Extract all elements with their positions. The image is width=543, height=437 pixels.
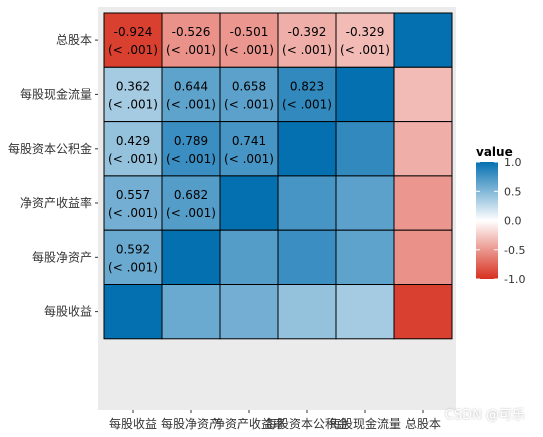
heatmap-cell xyxy=(277,121,337,177)
cell-pvalue-label: (< .001) xyxy=(108,43,158,57)
cell-pvalue-label: (< .001) xyxy=(166,152,216,166)
cell-value-label: 0.682 xyxy=(174,188,208,202)
heatmap-cell xyxy=(393,175,453,231)
heatmap-cell xyxy=(335,229,395,285)
x-tick-label: 每股收益 xyxy=(109,416,157,431)
heatmap-cell xyxy=(161,66,221,123)
y-tick-label: 总股本 xyxy=(56,33,92,47)
cell-value-label: -0.924 xyxy=(114,25,153,39)
cell-value-label: 0.789 xyxy=(174,134,208,148)
heatmap-cell xyxy=(219,229,279,285)
cell-value-label: 0.741 xyxy=(232,134,266,148)
heatmap-cell xyxy=(103,12,163,68)
heatmap-cell xyxy=(393,66,453,123)
x-tick-label: 每股现金流量 xyxy=(329,416,401,431)
cell-pvalue-label: (< .001) xyxy=(282,43,332,57)
cell-value-label: -0.501 xyxy=(230,25,269,39)
heatmap-cell xyxy=(335,175,395,231)
cell-value-label: -0.526 xyxy=(172,25,211,39)
heatmap-cell xyxy=(277,229,337,285)
cell-pvalue-label: (< .001) xyxy=(166,43,216,57)
cell-value-label: -0.329 xyxy=(346,25,385,39)
heatmap-cell xyxy=(335,66,395,123)
heatmap-cell-labels: -0.924 (< .001) -0.526 (< .001) -0.501 (< .00… xyxy=(108,25,390,274)
heatmap-cell xyxy=(335,12,395,68)
y-tick-label: 每股现金流量 xyxy=(20,86,92,101)
cell-pvalue-label: (< .001) xyxy=(224,43,274,57)
y-tick-label: 净资产收益率 xyxy=(20,195,92,210)
legend-tick-label: 0.5 xyxy=(504,185,522,198)
cell-value-label: 0.644 xyxy=(174,79,208,93)
heatmap-cell xyxy=(277,284,337,340)
heatmap-cell xyxy=(219,121,279,177)
cell-value-label: -0.392 xyxy=(288,25,327,39)
heatmap-cell xyxy=(103,66,163,123)
heatmap-cell xyxy=(219,284,279,340)
legend-tick-label: -0.5 xyxy=(504,244,525,257)
x-tick-label: 每股净资产 xyxy=(161,416,221,431)
cell-pvalue-label: (< .001) xyxy=(166,206,216,220)
color-legend: value 1.0 0.5 0.0 -0.5 -1.0 xyxy=(476,145,525,286)
x-tick-label: 总股本 xyxy=(405,417,441,431)
heatmap-cell xyxy=(103,229,163,285)
cell-value-label: 0.592 xyxy=(116,242,150,256)
heatmap-cell xyxy=(335,121,395,177)
y-tick-label: 每股收益 xyxy=(44,304,92,319)
legend-colorbar xyxy=(476,162,498,279)
heatmap-cell xyxy=(161,229,221,285)
cell-pvalue-label: (< .001) xyxy=(224,152,274,166)
x-tick-label: 每股资本公积金 xyxy=(265,416,349,431)
cell-pvalue-label: (< .001) xyxy=(224,97,274,111)
heatmap-cell xyxy=(161,284,221,340)
heatmap-cell xyxy=(277,175,337,231)
heatmap-cell xyxy=(219,66,279,123)
cell-pvalue-label: (< .001) xyxy=(340,43,390,57)
legend-tick-label: -1.0 xyxy=(504,273,525,286)
heatmap-cell xyxy=(393,229,453,285)
heatmap-cell xyxy=(277,12,337,68)
heatmap-cell xyxy=(103,284,163,340)
legend-tick-label: 0.0 xyxy=(504,215,522,228)
heatmap-cells xyxy=(103,12,453,340)
heatmap-cell xyxy=(219,12,279,68)
legend-title: value xyxy=(476,145,513,159)
cell-pvalue-label: (< .001) xyxy=(282,97,332,111)
cell-value-label: 0.429 xyxy=(116,134,150,148)
heatmap-cell xyxy=(103,121,163,177)
watermark: CSDN @可乐 xyxy=(444,408,525,423)
legend-tick-label: 1.0 xyxy=(504,156,522,169)
heatmap-cell xyxy=(161,121,221,177)
heatmap-cell xyxy=(219,175,279,231)
heatmap-cell xyxy=(161,12,221,68)
cell-value-label: 0.362 xyxy=(116,79,150,93)
heatmap-cell xyxy=(161,175,221,231)
y-tick-label: 每股净资产 xyxy=(32,249,92,264)
heatmap-cell xyxy=(393,12,453,68)
cell-pvalue-label: (< .001) xyxy=(108,206,158,220)
cell-pvalue-label: (< .001) xyxy=(108,260,158,274)
heatmap-cell xyxy=(277,66,337,123)
heatmap-cell xyxy=(393,121,453,177)
heatmap-cell xyxy=(103,175,163,231)
x-tick-label: 净资产收益率 xyxy=(213,416,285,431)
cell-pvalue-label: (< .001) xyxy=(166,97,216,111)
cell-pvalue-label: (< .001) xyxy=(108,152,158,166)
cell-pvalue-label: (< .001) xyxy=(108,97,158,111)
cell-value-label: 0.658 xyxy=(232,79,266,93)
cell-value-label: 0.557 xyxy=(116,188,150,202)
legend-ticks: 1.0 0.5 0.0 -0.5 -1.0 xyxy=(476,156,525,286)
cell-value-label: 0.823 xyxy=(290,79,324,93)
y-tick-label: 每股资本公积金 xyxy=(8,141,92,156)
heatmap-cell xyxy=(335,284,395,340)
heatmap-cell xyxy=(393,284,453,340)
